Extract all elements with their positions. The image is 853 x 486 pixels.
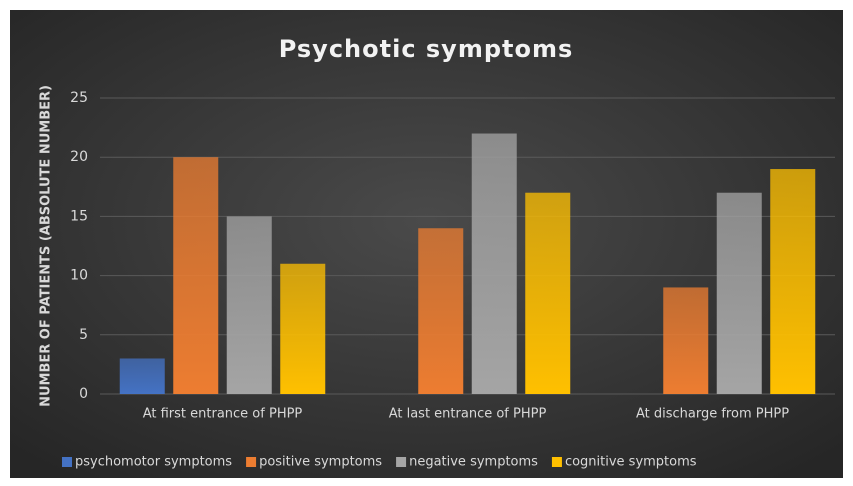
legend-label: psychomotor symptoms xyxy=(75,455,232,470)
y-tick-label: 0 xyxy=(79,386,88,402)
x-tick-label: At last entrance of PHPP xyxy=(389,407,547,422)
bar xyxy=(770,169,816,394)
bar xyxy=(280,263,326,394)
bar xyxy=(525,192,571,394)
legend-swatch xyxy=(62,457,72,467)
bar xyxy=(418,228,464,394)
chart-title: Psychotic symptoms xyxy=(279,35,574,63)
legend-swatch xyxy=(551,457,562,467)
x-tick-label: At first entrance of PHPP xyxy=(143,407,303,422)
y-tick-label: 10 xyxy=(70,268,88,284)
bar xyxy=(173,157,219,394)
legend-swatch xyxy=(396,457,407,467)
legend-label: cognitive symptoms xyxy=(565,455,697,470)
bar xyxy=(226,216,272,394)
bar xyxy=(663,287,709,394)
legend-label: negative symptoms xyxy=(409,455,538,470)
y-tick-label: 25 xyxy=(70,90,88,106)
y-tick-label: 20 xyxy=(70,149,88,165)
x-tick-label: At discharge from PHPP xyxy=(636,407,789,422)
bar xyxy=(119,358,165,394)
legend-label: positive symptoms xyxy=(259,455,382,470)
bar xyxy=(716,192,762,394)
bar xyxy=(471,133,517,394)
y-tick-label: 5 xyxy=(79,327,88,343)
y-axis-label: NUMBER OF PATIENTS (ABSOLUTE NUMBER) xyxy=(39,85,54,407)
y-tick-label: 15 xyxy=(70,208,88,224)
legend-swatch xyxy=(246,457,257,467)
